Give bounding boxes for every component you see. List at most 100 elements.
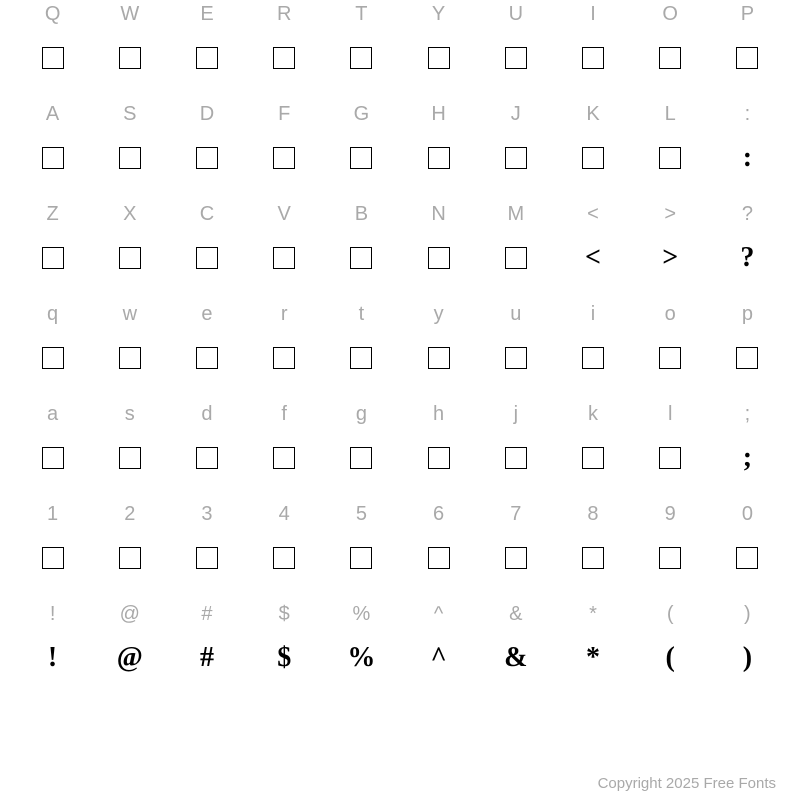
- glyph-label: A: [46, 100, 59, 128]
- glyph-cell: X: [91, 200, 168, 300]
- glyph-char: :: [743, 142, 752, 174]
- glyph-label: 0: [742, 500, 753, 528]
- glyph-label: N: [431, 200, 445, 228]
- glyph-label: F: [278, 100, 290, 128]
- glyph-label: U: [509, 0, 523, 28]
- missing-glyph-box: [428, 347, 450, 369]
- glyph-cell: 6: [400, 500, 477, 600]
- glyph-display: [659, 534, 681, 582]
- glyph-cell: ??: [709, 200, 786, 300]
- glyph-display: [119, 234, 141, 282]
- glyph-display: <: [585, 234, 601, 282]
- missing-glyph-box: [428, 147, 450, 169]
- glyph-display: [350, 134, 372, 182]
- glyph-cell: ((: [632, 600, 709, 700]
- glyph-display: [350, 334, 372, 382]
- glyph-label: $: [279, 600, 290, 628]
- missing-glyph-box: [659, 447, 681, 469]
- missing-glyph-box: [350, 547, 372, 569]
- glyph-label: L: [665, 100, 676, 128]
- missing-glyph-box: [659, 347, 681, 369]
- glyph-cell: f: [246, 400, 323, 500]
- glyph-label: E: [200, 0, 213, 28]
- glyph-cell: ##: [168, 600, 245, 700]
- glyph-label: Q: [45, 0, 61, 28]
- glyph-cell: 0: [709, 500, 786, 600]
- glyph-char: #: [200, 642, 214, 674]
- glyph-label: 9: [665, 500, 676, 528]
- glyph-label: 2: [124, 500, 135, 528]
- glyph-display: [582, 534, 604, 582]
- glyph-display: [659, 34, 681, 82]
- missing-glyph-box: [42, 347, 64, 369]
- glyph-display: [505, 34, 527, 82]
- missing-glyph-box: [119, 247, 141, 269]
- glyph-display: [119, 134, 141, 182]
- glyph-label: Z: [46, 200, 58, 228]
- glyph-label: ^: [434, 600, 443, 628]
- glyph-cell: q: [14, 300, 91, 400]
- glyph-cell: d: [168, 400, 245, 500]
- glyph-label: X: [123, 200, 136, 228]
- glyph-display: [273, 534, 295, 582]
- glyph-cell: U: [477, 0, 554, 100]
- glyph-cell: <<: [554, 200, 631, 300]
- glyph-label: P: [741, 0, 754, 28]
- missing-glyph-box: [273, 247, 295, 269]
- glyph-label: M: [507, 200, 524, 228]
- glyph-label: Y: [432, 0, 445, 28]
- glyph-display: &: [504, 634, 527, 682]
- glyph-cell: V: [246, 200, 323, 300]
- missing-glyph-box: [196, 347, 218, 369]
- glyph-cell: S: [91, 100, 168, 200]
- glyph-cell: 3: [168, 500, 245, 600]
- glyph-cell: ::: [709, 100, 786, 200]
- missing-glyph-box: [582, 447, 604, 469]
- glyph-label: ?: [742, 200, 753, 228]
- glyph-cell: H: [400, 100, 477, 200]
- glyph-display: [428, 34, 450, 82]
- missing-glyph-box: [273, 47, 295, 69]
- glyph-display: [196, 134, 218, 182]
- glyph-display: ;: [743, 434, 752, 482]
- missing-glyph-box: [428, 47, 450, 69]
- glyph-display: [119, 34, 141, 82]
- missing-glyph-box: [42, 247, 64, 269]
- missing-glyph-box: [119, 47, 141, 69]
- missing-glyph-box: [428, 547, 450, 569]
- glyph-char: ^: [430, 642, 446, 674]
- glyph-display: ?: [740, 234, 754, 282]
- glyph-display: [659, 134, 681, 182]
- glyph-label: :: [745, 100, 751, 128]
- missing-glyph-box: [42, 447, 64, 469]
- glyph-display: [196, 34, 218, 82]
- missing-glyph-box: [42, 547, 64, 569]
- glyph-display: !: [48, 634, 57, 682]
- missing-glyph-box: [196, 447, 218, 469]
- missing-glyph-box: [350, 347, 372, 369]
- glyph-label: J: [511, 100, 521, 128]
- glyph-label: R: [277, 0, 291, 28]
- glyph-display: [582, 334, 604, 382]
- glyph-cell: I: [554, 0, 631, 100]
- glyph-display: [42, 234, 64, 282]
- glyph-label: >: [664, 200, 676, 228]
- missing-glyph-box: [273, 547, 295, 569]
- glyph-display: %: [347, 634, 375, 682]
- glyph-char: ): [743, 642, 752, 674]
- glyph-cell: O: [632, 0, 709, 100]
- glyph-char: ?: [740, 242, 754, 274]
- glyph-display: [736, 534, 758, 582]
- glyph-label: G: [354, 100, 370, 128]
- glyph-cell: Z: [14, 200, 91, 300]
- glyph-cell: R: [246, 0, 323, 100]
- glyph-label: j: [514, 400, 518, 428]
- glyph-display: >: [662, 234, 678, 282]
- glyph-cell: y: [400, 300, 477, 400]
- glyph-label: O: [662, 0, 678, 28]
- glyph-cell: r: [246, 300, 323, 400]
- glyph-label: p: [742, 300, 753, 328]
- glyph-display: [659, 434, 681, 482]
- missing-glyph-box: [119, 347, 141, 369]
- glyph-cell: Q: [14, 0, 91, 100]
